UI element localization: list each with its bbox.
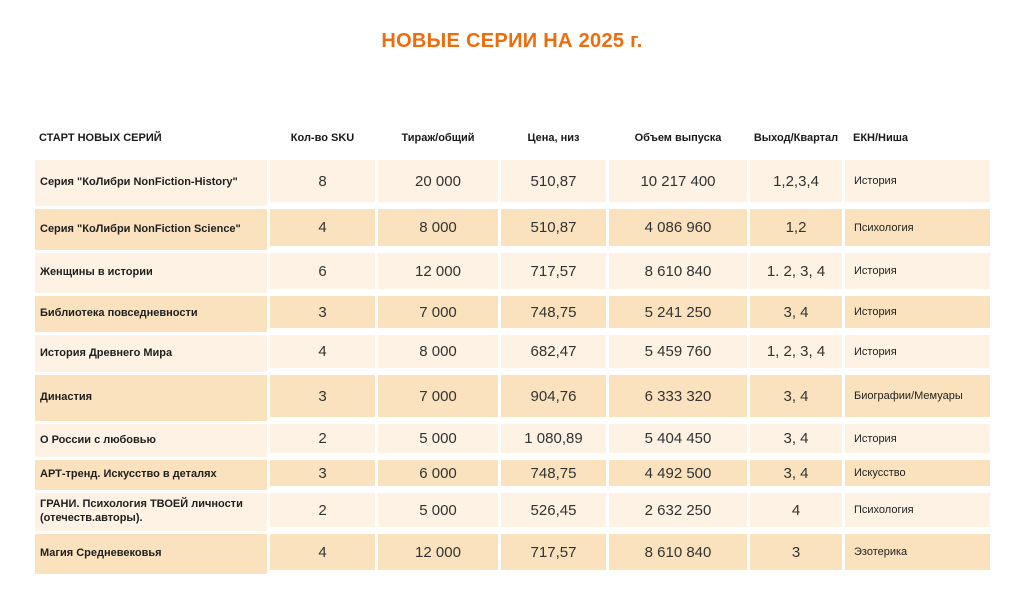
cell-price-low: 682,47 (501, 335, 606, 368)
cell-release-quarter: 3, 4 (750, 424, 842, 453)
cell-series-name: Серия "КоЛибри NonFiction-History" (35, 160, 267, 206)
cell-sku-count: 8 (270, 160, 375, 202)
cell-release-quarter: 3 (750, 534, 842, 570)
header-output-volume: Объем выпуска (634, 132, 722, 144)
cell-print-run: 7 000 (378, 375, 498, 417)
table-row: Династия 3 7 000 904,76 6 333 320 3, 4 Б… (35, 375, 990, 421)
table-body: Серия "КоЛибри NonFiction-History" 8 20 … (35, 160, 990, 574)
cell-price-low: 748,75 (501, 296, 606, 328)
cell-sku-count: 2 (270, 424, 375, 453)
cell-price-low: 510,87 (501, 160, 606, 202)
cell-series-name: Династия (35, 375, 267, 421)
cell-output-volume: 8 610 840 (609, 534, 747, 570)
cell-print-run: 6 000 (378, 460, 498, 486)
table-row: ГРАНИ. Психология ТВОЕЙ личности (отечес… (35, 493, 990, 531)
cell-series-name: ГРАНИ. Психология ТВОЕЙ личности (отечес… (35, 493, 267, 531)
cell-print-run: 12 000 (378, 253, 498, 289)
cell-print-run: 12 000 (378, 534, 498, 570)
cell-print-run: 5 000 (378, 424, 498, 453)
cell-sku-count: 3 (270, 460, 375, 486)
cell-ekn-niche: Искусство (845, 460, 990, 486)
cell-release-quarter: 1, 2, 3, 4 (750, 335, 842, 368)
cell-release-quarter: 1. 2, 3, 4 (750, 253, 842, 289)
cell-print-run: 8 000 (378, 209, 498, 246)
cell-output-volume: 2 632 250 (609, 493, 747, 527)
table-header-row: СТАРТ НОВЫХ СЕРИЙ Кол-во SKU Тираж/общий… (35, 126, 990, 150)
cell-ekn-niche: Биографии/Мемуары (845, 375, 990, 417)
cell-print-run: 5 000 (378, 493, 498, 527)
cell-ekn-niche: История (845, 253, 990, 289)
cell-ekn-niche: История (845, 424, 990, 453)
cell-sku-count: 6 (270, 253, 375, 289)
cell-price-low: 1 080,89 (501, 424, 606, 453)
cell-series-name: Серия "КоЛибри NonFiction Science" (35, 209, 267, 250)
cell-output-volume: 5 459 760 (609, 335, 747, 368)
header-print-run: Тираж/общий (401, 132, 475, 144)
cell-output-volume: 4 086 960 (609, 209, 747, 246)
page-title: НОВЫЕ СЕРИИ НА 2025 г. (381, 30, 643, 52)
table-row: Магия Средневековья 4 12 000 717,57 8 61… (35, 534, 990, 574)
header-sku-count: Кол-во SKU (290, 132, 355, 144)
cell-ekn-niche: Психология (845, 493, 990, 527)
cell-output-volume: 10 217 400 (609, 160, 747, 202)
cell-ekn-niche: Эзотерика (845, 534, 990, 570)
cell-price-low: 717,57 (501, 534, 606, 570)
cell-ekn-niche: История (845, 296, 990, 328)
cell-release-quarter: 3, 4 (750, 460, 842, 486)
cell-series-name: АРТ-тренд. Искусство в деталях (35, 460, 267, 490)
cell-release-quarter: 1,2 (750, 209, 842, 246)
cell-release-quarter: 4 (750, 493, 842, 527)
cell-release-quarter: 3, 4 (750, 375, 842, 417)
cell-series-name: Библиотека повседневности (35, 296, 267, 332)
cell-ekn-niche: История (845, 160, 990, 202)
table-row: АРТ-тренд. Искусство в деталях 3 6 000 7… (35, 460, 990, 490)
cell-series-name: О России с любовью (35, 424, 267, 457)
cell-sku-count: 2 (270, 493, 375, 527)
cell-print-run: 8 000 (378, 335, 498, 368)
table-row: О России с любовью 2 5 000 1 080,89 5 40… (35, 424, 990, 457)
cell-price-low: 510,87 (501, 209, 606, 246)
cell-price-low: 717,57 (501, 253, 606, 289)
cell-ekn-niche: Психология (845, 209, 990, 246)
cell-sku-count: 3 (270, 296, 375, 328)
cell-series-name: История Древнего Мира (35, 335, 267, 372)
cell-release-quarter: 3, 4 (750, 296, 842, 328)
cell-series-name: Женщины в истории (35, 253, 267, 293)
cell-series-name: Магия Средневековья (35, 534, 267, 574)
cell-sku-count: 4 (270, 335, 375, 368)
cell-price-low: 748,75 (501, 460, 606, 486)
header-series-start: СТАРТ НОВЫХ СЕРИЙ (39, 132, 162, 144)
table-row: История Древнего Мира 4 8 000 682,47 5 4… (35, 335, 990, 372)
cell-output-volume: 5 241 250 (609, 296, 747, 328)
header-ekn-niche: ЕКН/Ниша (853, 132, 909, 144)
cell-ekn-niche: История (845, 335, 990, 368)
cell-sku-count: 3 (270, 375, 375, 417)
cell-output-volume: 6 333 320 (609, 375, 747, 417)
cell-output-volume: 8 610 840 (609, 253, 747, 289)
table-row: Женщины в истории 6 12 000 717,57 8 610 … (35, 253, 990, 293)
table-row: Серия "КоЛибри NonFiction Science" 4 8 0… (35, 209, 990, 250)
header-release-quarter: Выход/Квартал (753, 132, 839, 144)
cell-output-volume: 4 492 500 (609, 460, 747, 486)
cell-release-quarter: 1,2,3,4 (750, 160, 842, 202)
slide: НОВЫЕ СЕРИИ НА 2025 г. СТАРТ НОВЫХ СЕРИЙ… (0, 30, 1024, 604)
cell-output-volume: 5 404 450 (609, 424, 747, 453)
table-row: Серия "КоЛибри NonFiction-History" 8 20 … (35, 160, 990, 206)
cell-price-low: 904,76 (501, 375, 606, 417)
cell-sku-count: 4 (270, 534, 375, 570)
cell-price-low: 526,45 (501, 493, 606, 527)
cell-print-run: 20 000 (378, 160, 498, 202)
cell-sku-count: 4 (270, 209, 375, 246)
header-price-low: Цена, низ (527, 132, 580, 144)
table-row: Библиотека повседневности 3 7 000 748,75… (35, 296, 990, 332)
cell-print-run: 7 000 (378, 296, 498, 328)
new-series-table: СТАРТ НОВЫХ СЕРИЙ Кол-во SKU Тираж/общий… (35, 126, 990, 577)
